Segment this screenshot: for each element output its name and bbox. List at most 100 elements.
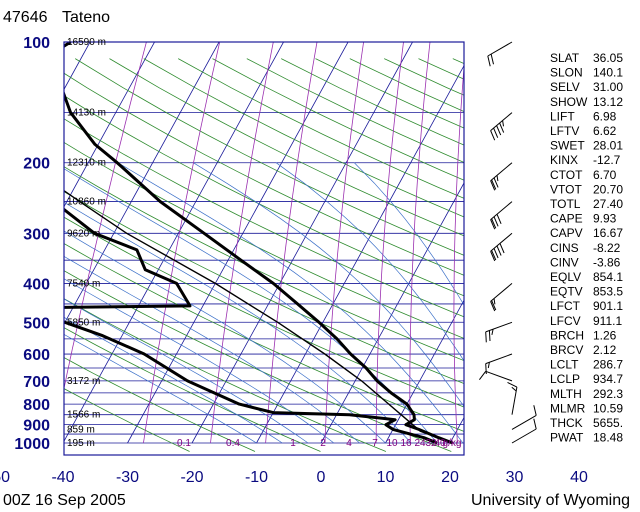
wind-barb — [490, 283, 513, 312]
index-name: SLAT — [550, 51, 580, 65]
wind-barb-feather — [491, 250, 497, 261]
wind-barb-feather — [491, 179, 497, 190]
height-label: 10860 m — [67, 197, 106, 208]
dry-adiabat-line — [64, 216, 464, 408]
pressure-tick-label: 300 — [23, 226, 50, 243]
moist-adiabat-line — [117, 162, 464, 444]
wind-barb-feather — [487, 362, 490, 369]
wind-barb-feather — [490, 130, 496, 141]
mixing-ratio-label: 16 — [400, 438, 412, 449]
pressure-tick-label: 700 — [23, 374, 50, 391]
dry-adiabat-line — [64, 72, 464, 276]
moist-adiabat-line — [64, 230, 386, 444]
mixing-ratio-line — [518, 42, 531, 443]
dry-adiabat-line — [64, 270, 452, 452]
pressure-tick-label: 600 — [23, 347, 50, 364]
index-name: LIFT — [550, 109, 575, 123]
wind-barb — [487, 41, 513, 67]
index-name: LCLP — [550, 372, 580, 386]
wind-barb-feather — [496, 214, 502, 224]
wind-barb-staff — [485, 353, 513, 365]
mixing-ratio-label: 2 — [320, 438, 326, 449]
index-value: 6.62 — [593, 124, 617, 138]
index-name: CTOT — [550, 168, 583, 182]
index-name: THCK — [550, 416, 583, 430]
index-value: -3.86 — [593, 255, 621, 269]
temperature-tick-label: -40 — [51, 469, 74, 486]
dry-adiabat-line — [64, 141, 464, 339]
wind-barb — [490, 232, 513, 262]
mixing-ratio-line — [324, 42, 364, 444]
temperature-profile-line — [64, 42, 454, 445]
mixing-ratio-line — [265, 42, 318, 444]
wind-barb-feather — [493, 216, 499, 227]
wind-barb-feather — [496, 125, 502, 136]
wind-barb-feather — [487, 55, 491, 67]
wind-barb-feather — [493, 298, 496, 305]
isotherm-line — [385, 299, 464, 444]
index-value: 36.05 — [593, 51, 623, 65]
index-name: SHOW — [550, 95, 588, 109]
pressure-tick-label: 400 — [23, 276, 50, 293]
wind-barb-feather — [533, 405, 537, 416]
index-value: 9.93 — [593, 212, 617, 226]
index-value: 27.40 — [593, 197, 623, 211]
temperature-tick-label: 20 — [441, 469, 459, 486]
moist-adiabat-line — [64, 316, 283, 444]
mixing-ratio-label: 40 — [434, 438, 446, 449]
pressure-tick-label: 100 — [23, 35, 50, 52]
index-value: 28.01 — [593, 139, 623, 153]
temperature-tick-label: -10 — [245, 469, 268, 486]
height-label: 16590 m — [67, 37, 106, 48]
stability-indices: SLAT 36.05 SLON 140.1 SELV 31.00 SHOW 13.12 LIFT… — [550, 51, 623, 445]
index-name: CINV — [550, 255, 579, 269]
index-name: VTOT — [550, 182, 582, 196]
mixing-ratio-label: 4 — [346, 438, 352, 449]
index-name: LFCT — [550, 299, 581, 313]
dry-adiabat-line — [143, 58, 464, 218]
isotherm-line — [64, 42, 155, 208]
index-value: 20.70 — [593, 182, 623, 196]
wind-barb-staff — [511, 387, 518, 415]
wind-barb-staff — [490, 283, 513, 302]
dry-adiabat-line — [64, 95, 464, 297]
moist-adiabat-line — [64, 278, 335, 444]
dewpoint-profile-line — [64, 207, 438, 445]
wind-barb-feather — [491, 300, 497, 311]
station-name: Tateno — [62, 9, 110, 26]
wind-barb-feather — [502, 120, 504, 127]
wind-barb-staff — [487, 41, 513, 57]
moist-adiabat-line — [275, 162, 464, 362]
wind-barb-staff — [485, 321, 513, 333]
mixing-ratio-line — [409, 42, 431, 444]
dry-adiabat-line — [74, 58, 464, 256]
moist-adiabat-line — [354, 162, 464, 306]
temperature-tick-label: -30 — [116, 469, 139, 486]
dry-adiabat-line — [64, 298, 387, 452]
wind-barb-feather — [485, 363, 487, 375]
isotherm-line — [0, 42, 26, 443]
temperature-tick-label: 30 — [506, 469, 524, 486]
wind-barb-feather — [490, 53, 494, 65]
height-label: 9620 m — [67, 228, 100, 239]
wind-barb-staff — [485, 370, 513, 382]
mixing-ratio-label: g/kg — [443, 438, 462, 449]
wind-barb-feather — [493, 248, 499, 259]
wind-barb — [485, 321, 513, 343]
mixing-ratio-label: 7 — [372, 438, 378, 449]
mixing-ratio-line — [492, 42, 500, 443]
wind-barb — [479, 370, 513, 382]
wind-barb-feather — [488, 330, 491, 342]
wind-barb-staff — [511, 414, 537, 430]
wind-barb — [511, 405, 537, 430]
index-value: 16.67 — [593, 226, 623, 240]
pressure-tick-label: 200 — [23, 156, 50, 173]
wind-barbs — [479, 41, 537, 444]
pressure-tick-label: 1000 — [14, 436, 50, 453]
plot-area — [0, 42, 531, 452]
pressure-tick-label: 900 — [23, 418, 50, 435]
parcel-profile-line — [64, 189, 453, 444]
index-value: 286.7 — [593, 358, 623, 372]
index-name: PWAT — [550, 431, 584, 445]
isotherm-line — [256, 64, 464, 444]
